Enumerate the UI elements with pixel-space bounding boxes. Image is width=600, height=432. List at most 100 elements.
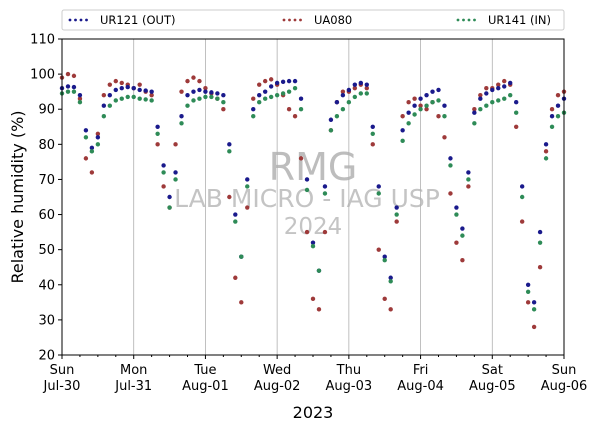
data-point [113,98,118,103]
data-point [286,89,292,94]
data-point [191,98,196,103]
data-point [418,107,423,112]
data-point [472,107,477,112]
data-point [227,149,232,154]
data-point [400,128,405,133]
legend-marker [79,18,83,22]
data-point [496,98,501,103]
x-tick-label-day: Mon [120,363,147,378]
data-point [334,100,340,105]
data-point [484,103,489,108]
x-axis-title: 2023 [293,403,334,422]
x-tick-label-date: Aug-04 [397,379,444,394]
data-point [257,100,262,105]
data-point [101,92,107,98]
data-point [484,85,489,91]
y-tick-label: 60 [38,208,55,223]
x-tick-label-date: Aug-02 [254,379,301,394]
data-point [466,170,471,175]
data-point [406,100,411,105]
data-point [322,191,328,196]
x-tick-label-day: Tue [193,363,216,378]
watermark: RMG LAB MICRO - IAG USP 2024 [174,145,440,240]
data-point [460,233,465,238]
watermark-line3: 2024 [284,214,343,240]
data-point [125,94,130,100]
data-point [89,170,95,175]
legend-marker [74,18,77,22]
data-point [513,124,519,129]
data-point [262,78,268,84]
data-point [203,89,208,94]
legend-marker [85,18,88,22]
data-point [525,289,531,294]
data-point [119,80,124,86]
data-point [537,240,543,245]
data-point [388,275,393,280]
data-point [424,92,429,98]
data-point [394,205,399,210]
data-point [257,82,262,87]
data-point [460,226,465,231]
data-point [364,85,369,91]
data-point [436,98,441,103]
data-point [101,103,107,108]
data-point [448,191,453,196]
data-point [454,205,459,210]
data-point [245,205,250,210]
data-point [537,229,543,235]
data-point [262,96,268,101]
data-point [65,89,71,94]
data-point [490,87,495,93]
y-tick-label: 50 [38,243,55,258]
data-point [113,87,118,93]
data-point [346,87,352,93]
data-point [191,75,196,80]
data-point [251,96,256,101]
data-point [460,258,465,263]
series-layer [59,71,567,330]
data-point [549,114,555,119]
data-point [496,85,501,91]
data-point [262,89,268,94]
data-point [555,103,561,108]
data-point [525,282,531,287]
data-point [107,103,113,108]
data-point [436,87,441,93]
data-point [382,254,387,259]
data-point [233,275,238,280]
data-point [197,96,202,101]
y-axis-title: Relative humidity (%) [8,110,27,283]
data-point [310,240,316,245]
data-point [119,96,124,101]
data-point [370,142,375,147]
data-point [298,156,304,161]
data-point [406,121,411,126]
data-point [101,114,107,119]
data-point [322,229,328,235]
data-point [352,94,358,100]
data-point [412,96,417,101]
y-tick-label: 40 [38,278,55,293]
data-point [352,82,358,87]
data-point [119,85,124,91]
data-point [286,78,292,84]
data-point [370,131,375,136]
data-point [543,149,549,154]
data-point [161,184,166,189]
data-point [209,90,214,95]
x-tick-label-day: Sun [552,363,577,378]
data-point [298,96,304,101]
data-point [340,89,346,94]
y-tick-label: 80 [38,138,55,153]
data-point [137,96,142,101]
x-tick-label-date: Aug-03 [326,379,373,394]
data-point [71,89,77,94]
legend-frame [61,9,565,31]
data-point [358,91,364,96]
data-point [65,84,71,89]
data-point [316,307,322,312]
data-point [173,170,178,175]
data-point [478,107,483,112]
data-point [322,184,328,189]
